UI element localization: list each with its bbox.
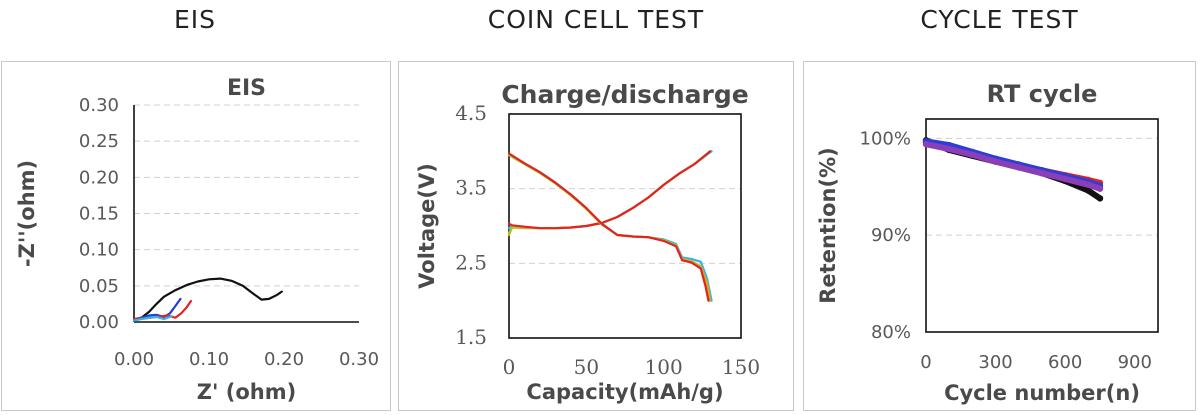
data-point <box>1096 195 1104 202</box>
data-point <box>1038 170 1046 177</box>
chart-title: Charge/discharge <box>501 80 748 109</box>
y-tick-label: 0.10 <box>79 240 119 261</box>
y-tick-label: 0.15 <box>79 204 119 225</box>
y-tick-label: 90% <box>871 225 911 246</box>
x-axis-label: Cycle number(n) <box>944 381 1140 405</box>
series-line-3 <box>507 150 712 230</box>
plot-frame <box>925 118 1159 333</box>
data-point <box>992 158 999 165</box>
section-title-cycle-test: CYCLE TEST <box>920 5 1079 34</box>
y-tick-label: 0.05 <box>79 276 119 297</box>
rt-cycle-panel: RT cycle 80% 90% 100% 0 300 600 900 Cycle number… <box>803 61 1196 411</box>
data-point <box>1085 181 1092 189</box>
y-axis-label: Voltage(V) <box>415 163 439 289</box>
series-line-3 <box>132 315 173 322</box>
series-line-0 <box>132 277 283 322</box>
plot-frame <box>508 113 742 339</box>
data-point <box>1085 187 1092 194</box>
rt-cycle-chart: RT cycle 80% 90% 100% 0 300 600 900 Cycle number… <box>816 80 1159 405</box>
x-axis-label: Capacity(mAh/g) <box>526 380 723 404</box>
series-line-7 <box>507 152 710 302</box>
y-tick-label: 3.5 <box>455 176 487 200</box>
eis-panel: EIS 0.00 0.05 0.10 0.15 0.20 0.25 0.30 0.00 0.10 0… <box>1 61 391 411</box>
y-tick-label: 2.5 <box>455 250 487 274</box>
y-tick-label: 0.25 <box>79 131 119 152</box>
series-line-3 <box>923 141 1103 192</box>
y-tick-label: 1.5 <box>455 325 487 349</box>
x-tick-label: 150 <box>722 355 760 379</box>
data-point <box>946 145 953 153</box>
series-line-0 <box>507 150 713 230</box>
x-axis-label: Z' (ohm) <box>197 380 296 404</box>
data-point <box>969 151 976 159</box>
data-point <box>1015 164 1022 171</box>
x-tick-label: 50 <box>574 355 599 379</box>
data-point <box>1096 185 1104 192</box>
x-tick-label: 0.20 <box>264 349 304 370</box>
x-tick-label: 0.00 <box>114 349 154 370</box>
x-tick-label: 0 <box>503 355 516 379</box>
chart-title: RT cycle <box>987 80 1098 108</box>
charge-discharge-panel: Charge/discharge 1.5 2.5 3.5 4.5 0 50 100 150 Cap… <box>398 61 794 411</box>
x-tick-label: 0 <box>920 352 931 373</box>
y-tick-label: 0.20 <box>79 167 119 188</box>
y-axis-label: Retention(%) <box>816 147 840 304</box>
section-title-eis: EIS <box>173 5 217 34</box>
y-tick-label: 100% <box>860 128 911 149</box>
y-tick-label: 80% <box>871 322 911 343</box>
series-line-1 <box>507 150 712 237</box>
x-tick-label: 100 <box>645 355 683 379</box>
x-tick-label: 0.30 <box>339 349 379 370</box>
data-point <box>1062 175 1069 183</box>
x-tick-label: 0.10 <box>189 349 229 370</box>
x-tick-label: 600 <box>1048 352 1082 373</box>
y-tick-label: 0.00 <box>79 312 119 333</box>
x-tick-label: 900 <box>1118 352 1152 373</box>
data-point <box>922 140 930 148</box>
y-tick-label: 0.30 <box>79 95 119 116</box>
section-title-coin-cell-test: COIN CELL TEST <box>487 5 705 34</box>
y-axis-label: -Z''(ohm) <box>15 160 39 267</box>
eis-chart: EIS 0.00 0.05 0.10 0.15 0.20 0.25 0.30 0.00 0.10 0… <box>15 76 379 404</box>
chart-title: EIS <box>227 76 266 101</box>
y-tick-label: 4.5 <box>455 101 487 125</box>
x-tick-label: 300 <box>978 352 1012 373</box>
charge-discharge-chart: Charge/discharge 1.5 2.5 3.5 4.5 0 50 100 150Cap… <box>415 80 760 404</box>
